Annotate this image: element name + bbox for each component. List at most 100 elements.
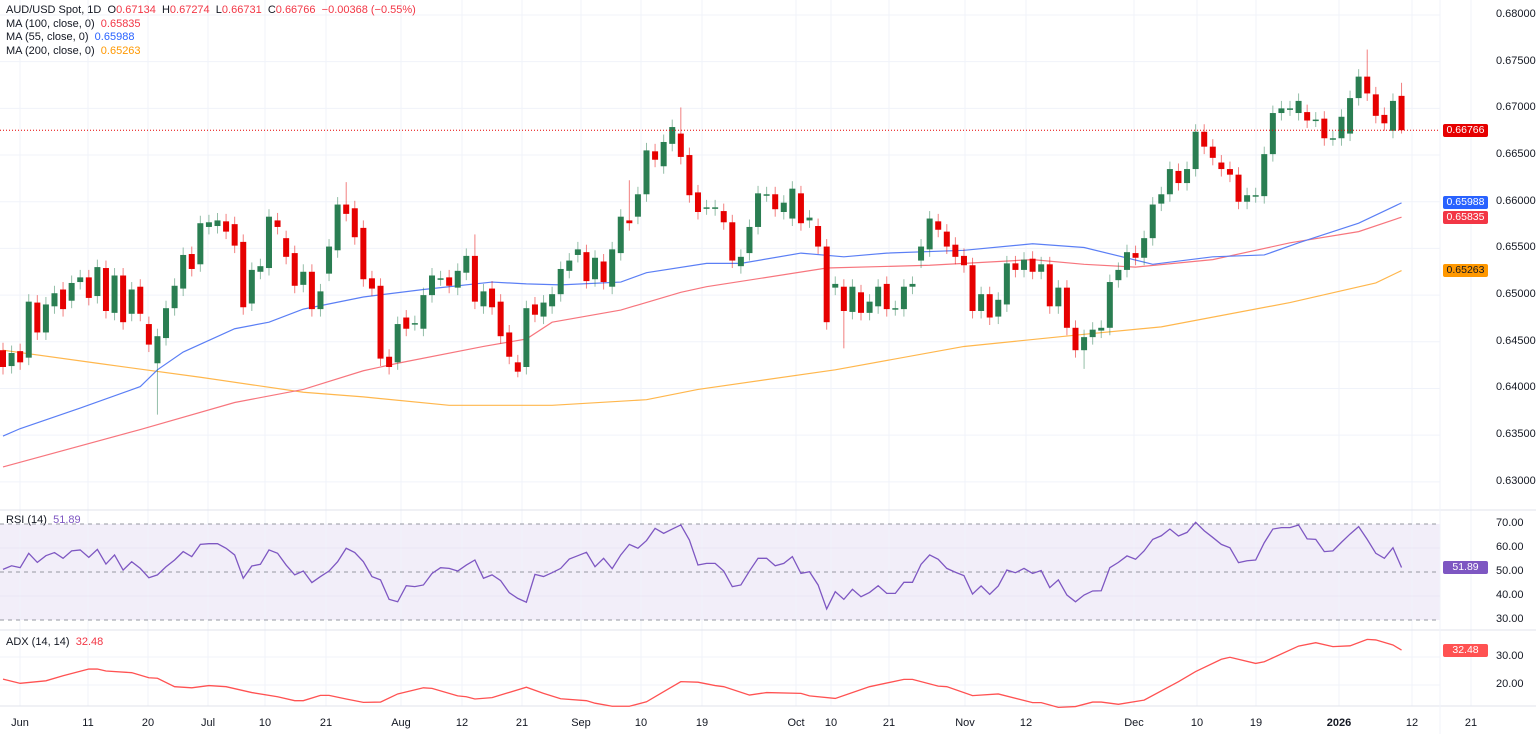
candle-body-up bbox=[480, 291, 487, 307]
legend-ma200[interactable]: MA (200, close, 0) 0.65263 bbox=[6, 45, 416, 59]
candle-body-down bbox=[137, 286, 144, 314]
date-tick-label: 21 bbox=[882, 717, 896, 729]
candle-body-down bbox=[360, 227, 367, 280]
candle-body-up bbox=[111, 275, 118, 313]
candle-body-up bbox=[549, 294, 556, 307]
legend-ma55[interactable]: MA (55, close, 0) 0.65988 bbox=[6, 31, 416, 45]
candle-body-down bbox=[1372, 94, 1379, 116]
candle-body-up bbox=[900, 286, 907, 310]
candle-body-up bbox=[523, 308, 530, 368]
candle-body-up bbox=[248, 269, 255, 304]
rsi-legend[interactable]: RSI (14) 51.89 bbox=[6, 514, 81, 526]
adx-legend[interactable]: ADX (14, 14) 32.48 bbox=[6, 636, 103, 648]
date-tick-label: 10 bbox=[634, 717, 648, 729]
legend-ma100[interactable]: MA (100, close, 0) 0.65835 bbox=[6, 18, 416, 32]
candle-body-down bbox=[471, 255, 478, 302]
candle-body-up bbox=[660, 141, 667, 167]
price-tick-label: 0.66500 bbox=[1496, 148, 1536, 161]
date-tick-label: 10 bbox=[1190, 717, 1204, 729]
candle-body-up bbox=[1055, 287, 1062, 307]
candle-body-up bbox=[909, 283, 916, 287]
rsi-value: 51.89 bbox=[53, 514, 81, 526]
rsi-line bbox=[2, 521, 1403, 611]
candle-body-up bbox=[875, 286, 882, 307]
candle-body-down bbox=[883, 283, 890, 310]
rsi-tick-label: 30.00 bbox=[1496, 613, 1524, 625]
candle-body-up bbox=[326, 246, 333, 274]
ma100-line bbox=[2, 216, 1402, 468]
price-tick-label: 0.65500 bbox=[1496, 241, 1536, 254]
candle-body-down bbox=[145, 324, 152, 345]
candle-body-down bbox=[351, 208, 358, 238]
candle-body-up bbox=[42, 304, 49, 333]
ma55-line bbox=[2, 202, 1402, 437]
date-tick-label: 19 bbox=[1249, 717, 1263, 729]
date-tick-label: 10 bbox=[258, 717, 272, 729]
change-value: −0.00368 (−0.55%) bbox=[321, 4, 416, 16]
open-label: O bbox=[107, 4, 117, 16]
adx-badge: 32.48 bbox=[1443, 643, 1488, 657]
candle-body-down bbox=[1012, 263, 1019, 270]
last-price-badge: 0.66766 bbox=[1443, 123, 1488, 137]
ma55-value: 0.65988 bbox=[94, 31, 135, 43]
adx-line bbox=[2, 638, 1402, 709]
ma200-value: 0.65263 bbox=[100, 44, 141, 57]
candle-body-up bbox=[1347, 98, 1354, 134]
candle-body-down bbox=[531, 304, 538, 315]
ma200-badge: 0.65263 bbox=[1443, 264, 1488, 278]
open-value: 0.67134 bbox=[116, 4, 156, 16]
candle-body-down bbox=[626, 220, 633, 224]
candle-body-down bbox=[772, 194, 779, 210]
candle-body-up bbox=[1184, 169, 1191, 184]
candle-body-down bbox=[403, 317, 410, 329]
candle-body-up bbox=[892, 308, 899, 310]
candle-body-down bbox=[1132, 253, 1139, 258]
candle-body-up bbox=[1329, 138, 1336, 140]
price-tick-label: 0.67000 bbox=[1496, 101, 1536, 114]
candle-body-up bbox=[737, 256, 744, 267]
candle-body-down bbox=[368, 278, 375, 289]
candle-body-up bbox=[1003, 263, 1010, 305]
candle-body-up bbox=[437, 278, 444, 280]
symbol-title: AUD/USD Spot, 1D bbox=[6, 4, 102, 16]
candle-body-down bbox=[1321, 118, 1328, 139]
date-tick-label: Dec bbox=[1124, 717, 1144, 729]
close-label: C bbox=[267, 4, 276, 16]
high-value: 0.67274 bbox=[169, 4, 210, 16]
rsi-tick-label: 60.00 bbox=[1496, 541, 1524, 553]
candle-body-down bbox=[240, 241, 247, 308]
candle-body-up bbox=[789, 188, 796, 219]
candle-body-up bbox=[317, 291, 324, 310]
candle-body-up bbox=[918, 246, 925, 261]
candle-body-down bbox=[274, 220, 281, 227]
candle-body-up bbox=[463, 255, 470, 273]
candle-body-down bbox=[283, 238, 290, 257]
candle-body-up bbox=[540, 302, 547, 317]
date-tick-label: 2026 bbox=[1326, 717, 1352, 729]
candle-body-up bbox=[566, 260, 573, 271]
candle-body-up bbox=[1389, 100, 1396, 131]
candle-body-down bbox=[120, 275, 127, 323]
candle-body-down bbox=[935, 221, 942, 230]
candle-body-up bbox=[755, 193, 762, 227]
candle-body-up bbox=[154, 336, 161, 364]
candle-body-up bbox=[1106, 282, 1113, 328]
candle-body-down bbox=[514, 362, 521, 372]
candle-body-up bbox=[763, 194, 770, 196]
candle-body-up bbox=[429, 275, 435, 296]
date-tick-label: 21 bbox=[319, 717, 333, 729]
candle-body-up bbox=[454, 270, 461, 288]
candle-body-up bbox=[1252, 195, 1259, 197]
candle-body-down bbox=[223, 221, 230, 232]
price-tick-label: 0.67500 bbox=[1496, 54, 1536, 67]
candle-body-down bbox=[0, 350, 6, 368]
candle-body-up bbox=[265, 216, 272, 269]
date-tick-label: 21 bbox=[1464, 717, 1478, 729]
candle-body-down bbox=[1218, 162, 1225, 170]
candle-body-down bbox=[497, 301, 504, 337]
rsi-tick-label: 70.00 bbox=[1496, 517, 1524, 529]
candle-body-up bbox=[592, 257, 599, 280]
candle-body-up bbox=[712, 207, 719, 209]
rsi-label: RSI (14) bbox=[6, 514, 47, 526]
